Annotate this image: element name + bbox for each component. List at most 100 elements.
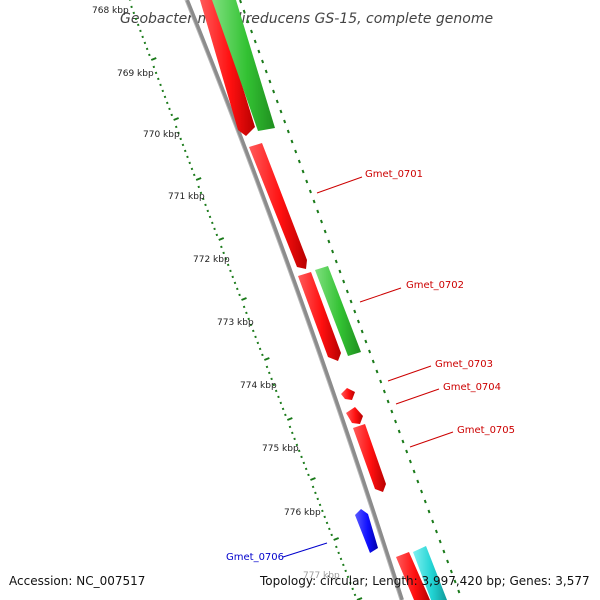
scale-label: 770 kbp bbox=[143, 130, 180, 140]
outer-track-tick bbox=[438, 539, 442, 544]
ruler-tick bbox=[256, 341, 260, 345]
outer-track-tick bbox=[382, 389, 386, 394]
feature-bar-green-0702[interactable] bbox=[315, 266, 361, 356]
gene-arrow-gmet-0704[interactable] bbox=[346, 407, 363, 424]
outer-track-tick bbox=[416, 479, 420, 484]
ruler-tick bbox=[304, 467, 308, 471]
ruler-tick bbox=[204, 203, 207, 207]
gene-arrow-gmet-0701[interactable] bbox=[249, 143, 307, 269]
scale-label: 773 kbp bbox=[217, 318, 254, 328]
gene-label-gmet-0705[interactable]: Gmet_0705 bbox=[457, 425, 515, 436]
ruler-tick bbox=[242, 305, 246, 309]
ruler-tick bbox=[190, 167, 194, 171]
ruler-tick bbox=[337, 551, 340, 555]
leader-line bbox=[282, 542, 328, 558]
ruler-tick bbox=[233, 281, 237, 285]
outer-track-tick bbox=[360, 329, 364, 334]
ruler-tick bbox=[208, 215, 212, 219]
scale-labels: 768 kbp 769 kbp 770 kbp 771 kbp 772 kbp … bbox=[92, 6, 340, 581]
scale-label: 768 kbp bbox=[92, 6, 129, 16]
outer-track-tick bbox=[397, 429, 401, 434]
ruler-tick bbox=[148, 53, 151, 57]
leader-line bbox=[409, 431, 454, 448]
ruler-tick bbox=[318, 503, 322, 507]
accession-text: Accession: NC_007517 bbox=[9, 574, 146, 588]
gene-arrow[interactable] bbox=[396, 552, 430, 600]
ruler-tick bbox=[199, 191, 203, 195]
outer-track-tick bbox=[427, 509, 431, 514]
ruler-tick bbox=[274, 389, 278, 393]
ruler-tick bbox=[224, 257, 228, 261]
outer-track-tick bbox=[253, 39, 257, 44]
ruler-tick bbox=[211, 221, 214, 225]
ruler-tick bbox=[143, 41, 147, 45]
scale-label: 775 kbp bbox=[262, 444, 299, 454]
gene-arrow[interactable] bbox=[200, 0, 255, 136]
ruler-tick bbox=[247, 317, 250, 321]
outer-track-tick bbox=[268, 79, 272, 84]
outer-track-tick bbox=[246, 19, 250, 24]
outer-track-tick bbox=[272, 89, 276, 94]
gene-label-gmet-0702[interactable]: Gmet_0702 bbox=[406, 280, 464, 291]
outer-track-tick bbox=[308, 189, 312, 194]
gene-label-gmet-0701[interactable]: Gmet_0701 bbox=[365, 169, 423, 180]
genome-title: Geobacter metallireducens GS-15, complet… bbox=[120, 11, 493, 27]
outer-track-tick bbox=[353, 309, 357, 314]
outer-track-tick bbox=[412, 469, 416, 474]
ruler-tick bbox=[277, 395, 280, 399]
outer-track-tick bbox=[312, 199, 316, 204]
ruler-tick bbox=[311, 485, 315, 489]
genome-backbone bbox=[185, 0, 404, 600]
ruler-tick bbox=[333, 537, 340, 541]
gene-arrow-gmet-0705[interactable] bbox=[353, 424, 386, 492]
outer-track-tick bbox=[442, 549, 446, 554]
ruler-tick bbox=[241, 297, 247, 301]
genome-backbone-highlight bbox=[184, 0, 401, 600]
ruler-tick bbox=[186, 155, 189, 159]
outer-track-tick bbox=[301, 169, 305, 174]
outer-track-tick bbox=[420, 489, 424, 494]
outer-track-tick bbox=[323, 229, 327, 234]
ruler-tick bbox=[288, 425, 292, 429]
ruler-tick bbox=[302, 461, 306, 465]
ruler-tick bbox=[297, 449, 301, 453]
outer-track-tick bbox=[290, 139, 294, 144]
gene-arrow-gmet-0706[interactable] bbox=[355, 509, 378, 553]
outer-track-tick bbox=[250, 29, 254, 34]
outer-track-tick bbox=[327, 239, 331, 244]
ruler-tick bbox=[150, 57, 157, 61]
leader-line bbox=[359, 287, 402, 303]
feature-bar-green[interactable] bbox=[212, 0, 275, 131]
ruler-tick bbox=[265, 365, 269, 369]
ruler-tick bbox=[349, 581, 352, 585]
outer-track-tick bbox=[401, 439, 405, 444]
ruler-tick bbox=[218, 237, 225, 241]
gene-label-gmet-0706[interactable]: Gmet_0706 bbox=[226, 552, 284, 563]
ruler-tick bbox=[206, 209, 210, 213]
gene-label-gmet-0703[interactable]: Gmet_0703 bbox=[435, 359, 493, 370]
ruler-tick bbox=[201, 197, 205, 201]
ruler-tick bbox=[236, 287, 239, 291]
outer-track-tick bbox=[338, 269, 342, 274]
label-leaders bbox=[282, 176, 454, 558]
ruler-tick bbox=[268, 371, 271, 375]
ruler-tick bbox=[272, 383, 276, 387]
gene-arrow-gmet-0702[interactable] bbox=[298, 272, 341, 361]
feature-bar-cyan[interactable] bbox=[413, 546, 447, 600]
ruler-tick bbox=[328, 527, 331, 531]
outer-track-tick bbox=[297, 159, 301, 164]
ruler-tick bbox=[300, 455, 303, 459]
ruler-tick bbox=[181, 143, 185, 147]
leader-line bbox=[387, 365, 432, 382]
scale-label: 777 kbp bbox=[303, 571, 340, 581]
genome-summary-text: Topology: circular; Length: 3,997,420 bp… bbox=[260, 574, 590, 588]
ruler-tick bbox=[168, 107, 171, 111]
outer-track-tick bbox=[364, 339, 368, 344]
outer-track-tick bbox=[375, 369, 379, 374]
ruler-tick bbox=[222, 251, 225, 255]
gene-label-gmet-0704[interactable]: Gmet_0704 bbox=[443, 382, 501, 393]
ruler-tick bbox=[231, 275, 235, 279]
gene-arrow-gmet-0703[interactable] bbox=[341, 388, 355, 400]
outer-track-tick bbox=[294, 149, 298, 154]
ruler-tick bbox=[314, 491, 317, 495]
